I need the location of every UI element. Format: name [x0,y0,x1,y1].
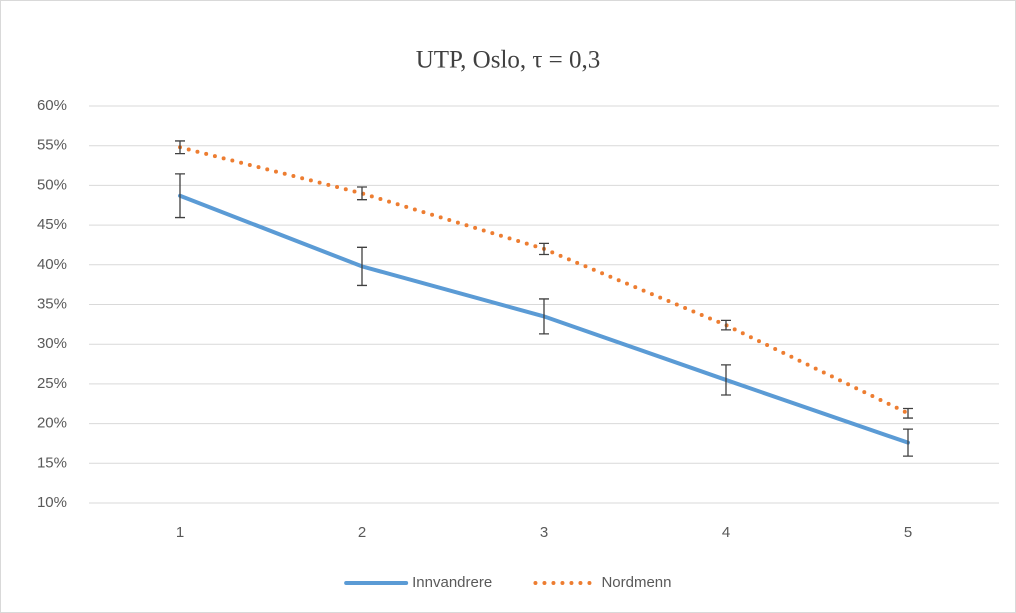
y-tick-label: 35% [37,295,67,312]
error-bar [721,364,731,396]
error-bar [539,242,549,256]
chart-title: UTP, Oslo, τ = 0,3 [416,47,601,74]
y-tick-label: 15% [37,454,67,471]
y-tick-label: 10% [37,494,67,511]
error-bar [357,246,367,287]
y-tick-label: 30% [37,335,67,352]
y-tick-label: 25% [37,375,67,392]
legend-label: Nordmenn [601,574,671,591]
error-bar [175,140,185,155]
legend-label: Innvandrere [412,574,492,591]
x-tick-label: 3 [540,524,548,541]
error-bar [175,173,185,219]
x-tick-label: 2 [358,524,366,541]
y-tick-label: 50% [37,176,67,193]
error-bar [903,428,913,457]
error-bar [721,319,731,331]
x-tick-label: 1 [176,524,184,541]
y-tick-label: 20% [37,415,67,432]
error-bar [539,298,549,335]
error-bar [903,407,913,419]
y-tick-label: 55% [37,137,67,154]
y-tick-label: 60% [37,97,67,114]
error-bar [357,186,367,201]
y-tick-label: 45% [37,216,67,233]
y-tick-label: 40% [37,256,67,273]
x-tick-label: 4 [722,524,730,541]
x-tick-label: 5 [904,524,912,541]
